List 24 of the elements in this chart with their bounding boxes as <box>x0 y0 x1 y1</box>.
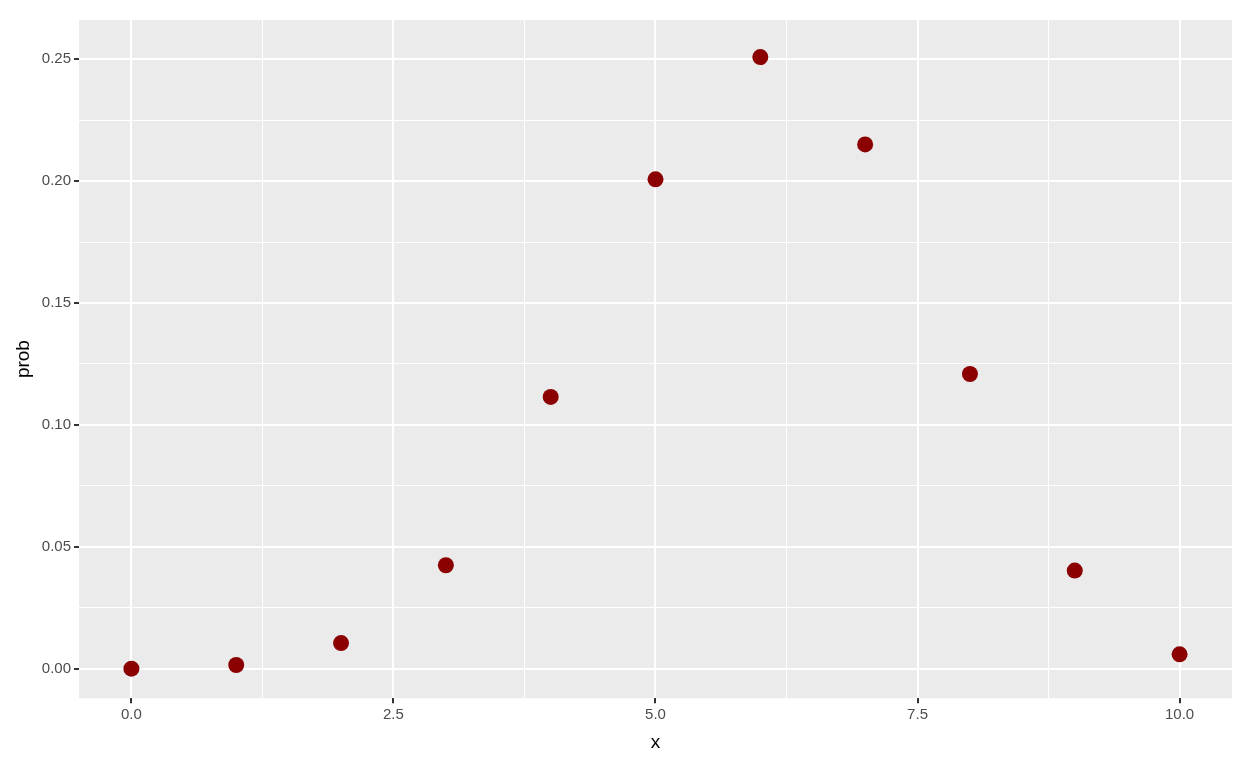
y-tick-label: 0.05 <box>41 537 71 555</box>
point <box>437 557 454 574</box>
x-tick-label: 0.0 <box>120 705 142 723</box>
point <box>752 49 769 66</box>
y-tick-label: 0.20 <box>41 171 71 189</box>
point <box>542 388 559 405</box>
point <box>961 365 978 382</box>
point <box>123 660 140 677</box>
y-tick-label: 0.25 <box>41 49 71 67</box>
x-tick-label: 10.0 <box>1164 705 1195 723</box>
y-axis-title: prob <box>11 340 33 379</box>
x-tick-label: 2.5 <box>383 705 404 723</box>
point <box>647 171 664 188</box>
y-tick-label: 0.15 <box>41 293 71 311</box>
point <box>1171 646 1188 663</box>
x-tick-label: 5.0 <box>645 705 666 723</box>
point <box>228 657 245 674</box>
x-axis-title: x <box>650 730 661 752</box>
y-tick-label: 0.10 <box>41 415 71 433</box>
point <box>1066 562 1083 579</box>
point <box>333 635 350 652</box>
point <box>857 136 874 153</box>
y-tick-label: 0.00 <box>41 659 71 677</box>
x-tick-label: 7.5 <box>907 705 928 723</box>
